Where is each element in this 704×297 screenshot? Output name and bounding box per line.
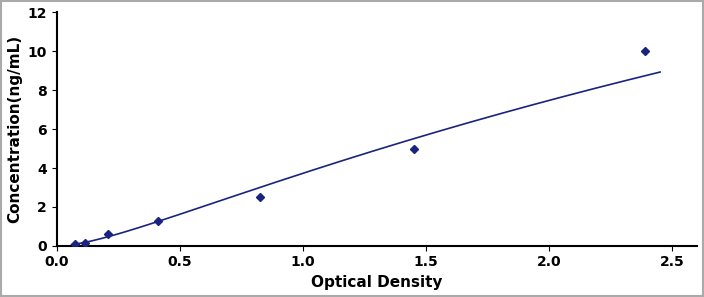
Y-axis label: Concentration(ng/mL): Concentration(ng/mL)	[7, 35, 22, 223]
X-axis label: Optical Density: Optical Density	[311, 275, 443, 290]
